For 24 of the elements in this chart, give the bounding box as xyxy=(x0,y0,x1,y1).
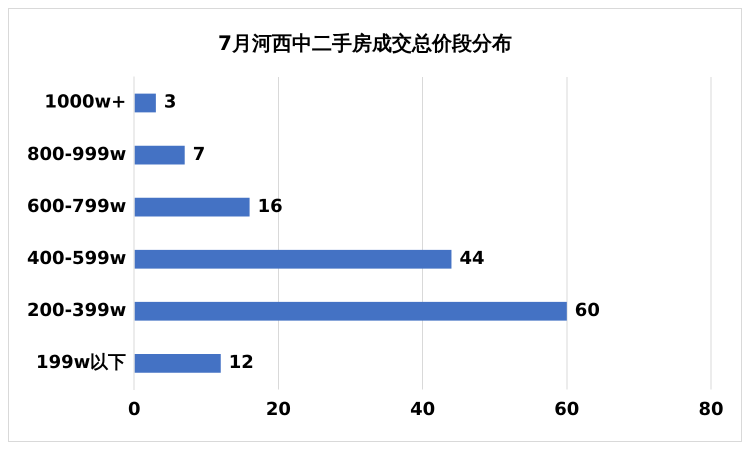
bar xyxy=(134,250,452,269)
bar xyxy=(134,302,567,321)
x-tick-label: 80 xyxy=(698,398,724,420)
chart-title: 7月河西中二手房成交总价段分布 xyxy=(218,31,512,56)
data-label: 12 xyxy=(228,352,254,374)
bar xyxy=(134,94,156,112)
y-tick-label: 200-399w xyxy=(26,300,126,321)
data-label: 44 xyxy=(459,248,485,269)
data-label: 7 xyxy=(192,144,206,165)
bar xyxy=(134,146,185,164)
y-tick-label: 800-999w xyxy=(26,144,126,165)
x-tick-label: 20 xyxy=(266,398,291,420)
data-label: 3 xyxy=(164,92,176,113)
bar xyxy=(134,354,221,373)
data-label: 16 xyxy=(258,196,283,217)
y-tick-label: 600-799w xyxy=(26,196,126,217)
data-label: 60 xyxy=(574,300,600,321)
y-tick-label: 400-599w xyxy=(26,248,126,269)
bar xyxy=(134,198,250,217)
x-tick-label: 40 xyxy=(410,398,436,420)
x-tick-label: 60 xyxy=(554,398,580,420)
y-tick-label: 199w以下 xyxy=(36,352,126,374)
y-tick-label: 1000w+ xyxy=(44,92,126,113)
x-tick-label: 0 xyxy=(128,398,141,420)
